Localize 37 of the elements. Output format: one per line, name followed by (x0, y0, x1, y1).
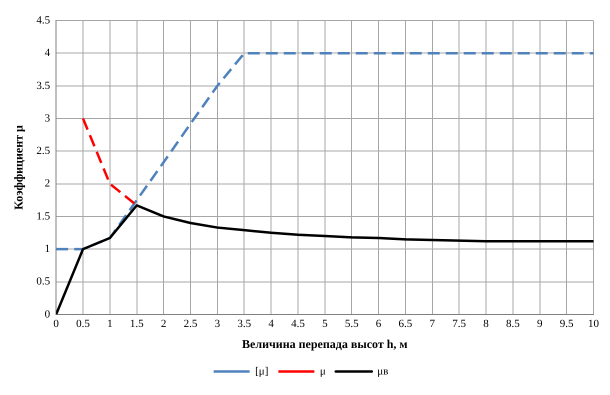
x-tick-label: 8 (483, 318, 490, 330)
x-tick-label: 5.5 (344, 318, 360, 330)
x-tick-label: 9 (537, 318, 544, 330)
x-tick-label: 1 (107, 318, 113, 330)
y-tick-label: 1 (44, 243, 50, 255)
legend-label: μв (377, 365, 388, 378)
x-tick-label: 3 (214, 318, 221, 330)
y-axis-title: Коэффициент μ (11, 124, 26, 210)
y-tick-label: 0 (44, 308, 51, 320)
y-tick-label: 1.5 (36, 210, 51, 222)
x-tick-label: 2 (160, 318, 166, 330)
legend-label: μ (320, 365, 326, 378)
y-tick-label: 4.5 (36, 14, 51, 26)
x-tick-label: 0 (53, 318, 60, 330)
x-tick-label: 6.5 (398, 318, 413, 330)
x-axis-title: Величина перепада высот h, м (242, 336, 408, 351)
y-tick-label: 2 (44, 178, 50, 190)
y-tick-label: 3.5 (36, 80, 51, 92)
x-tick-label: 9.5 (560, 318, 574, 330)
y-tick-label: 4 (44, 47, 51, 60)
x-tick-label: 10 (588, 318, 600, 330)
x-tick-label: 5 (322, 318, 328, 330)
y-tick-label: 0.5 (36, 276, 51, 288)
legend-label: [μ] (255, 365, 268, 378)
x-tick-label: 7.5 (452, 318, 467, 330)
x-tick-label: 4 (268, 318, 274, 330)
line-series (56, 52, 594, 250)
x-tick-label: 8.5 (506, 318, 520, 330)
x-tick-label: 1.5 (130, 318, 144, 330)
y-tick-label: 2.5 (36, 145, 51, 158)
x-tick-label: 6 (376, 318, 382, 330)
x-tick-label: 7 (430, 318, 436, 330)
x-tick-label: 2.5 (184, 318, 198, 330)
y-tick-label: 3 (44, 112, 51, 124)
x-tick-label: 0.5 (76, 318, 90, 330)
x-tick-label: 3.5 (237, 318, 252, 330)
x-tick-label: 4.5 (291, 318, 306, 330)
